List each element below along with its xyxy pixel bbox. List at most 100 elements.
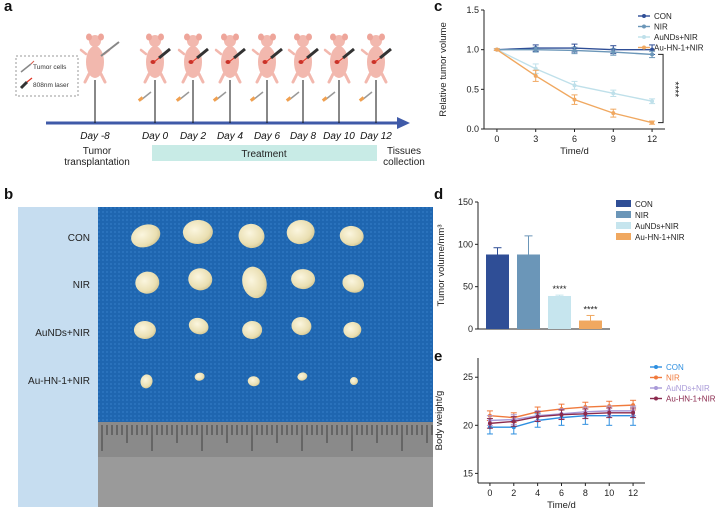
ruler-face [98, 457, 433, 507]
x-tick-label: 8 [583, 488, 588, 498]
mouse-ear [196, 33, 202, 41]
laser-beam [265, 57, 272, 63]
treatment-timeline-schematic: Tumor cells 808nm laser Day -8 Day 0 Day 2… [15, 33, 425, 168]
mouse-leg [83, 72, 91, 84]
legend-808nm-laser: 808nm laser [33, 82, 70, 89]
mouse-ear [184, 33, 190, 41]
mouse-arm [177, 48, 186, 56]
mouse-icon [249, 33, 283, 102]
data-point [572, 83, 577, 88]
tumor-specimen [291, 316, 312, 336]
data-point [650, 47, 655, 52]
y-tick-label: 150 [458, 197, 473, 207]
legend-marker [642, 24, 646, 29]
series-au-hn-1-nir [493, 47, 656, 125]
mouse-ear [86, 33, 92, 41]
legend-label: Au-HN-1+NIR [635, 233, 685, 242]
tumor-specimen [182, 219, 213, 245]
mouse-leg [197, 72, 205, 84]
legend-marker [642, 14, 646, 18]
legend-marker [654, 396, 658, 401]
mouse-ear [330, 33, 336, 41]
laser-icon [233, 47, 246, 60]
mouse-head [224, 35, 236, 47]
x-tick-label: 4 [535, 488, 540, 498]
data-point [572, 97, 577, 102]
data-point [611, 50, 616, 55]
mouse-head [297, 35, 309, 47]
mouse-leg [255, 72, 263, 84]
bar [548, 295, 571, 329]
tumor-specimen [133, 320, 156, 340]
legend-label: NIR [635, 211, 649, 220]
tumor-specimen [297, 372, 308, 381]
panel-label-b: b [4, 186, 14, 203]
day-label: Day 8 [290, 131, 317, 142]
data-point [533, 66, 538, 71]
mouse-ear [367, 33, 373, 41]
y-tick-label: 20 [463, 420, 473, 430]
y-tick-label: 0.0 [466, 124, 479, 134]
row-label-column [18, 207, 98, 507]
legend-label: AuNDs+NIR [635, 222, 679, 231]
x-tick-label: 9 [611, 134, 616, 144]
x-axis-title: Time/d [560, 146, 589, 157]
laser-legend-icon [19, 77, 33, 90]
data-point [535, 414, 540, 419]
mouse-arm [79, 48, 88, 56]
syringe-plunger [358, 96, 365, 102]
mouse-icon [358, 33, 392, 102]
legend-swatch [616, 200, 631, 207]
data-point [631, 410, 636, 415]
syringe-plunger [249, 96, 256, 102]
syringe-icon [100, 41, 120, 57]
tissues-collection-label: Tissues collection [383, 146, 425, 168]
bar [579, 320, 602, 329]
tumor-specimen [135, 271, 160, 294]
timeline-arrowhead [397, 117, 410, 129]
mouse-head [187, 35, 199, 47]
mouse-body [86, 46, 104, 78]
mouse-leg [159, 72, 167, 84]
y-axis-title: Body weight/g [434, 391, 445, 451]
mouse-head [89, 35, 101, 47]
tumor-spot [334, 60, 340, 64]
mouse-leg [327, 72, 335, 84]
syringe-plunger [212, 96, 219, 102]
panel-label-c: c [434, 0, 443, 15]
x-tick-label: 2 [511, 488, 516, 498]
y-tick-label: 0.5 [466, 84, 479, 94]
laser-icon [342, 47, 355, 60]
legend-tumor-cells: Tumor cells [33, 64, 67, 71]
mouse-leg [307, 72, 315, 84]
laser-icon [196, 47, 209, 60]
legend-label: AuNDs+NIR [666, 384, 710, 393]
mouse-ear [258, 33, 264, 41]
y-tick-label: 100 [458, 239, 473, 249]
ruler-ticks [101, 425, 433, 451]
mouse-leg [143, 72, 151, 84]
tumor-photograph: CON NIR AuNDs+NIR Au-HN-1+NIR [18, 207, 433, 507]
laser-beam [228, 57, 235, 63]
mouse-head [333, 35, 345, 47]
legend-swatch [616, 233, 631, 240]
mouse-leg [364, 72, 372, 84]
legend-marker [654, 386, 658, 390]
tumor-spot [150, 60, 156, 64]
tumor-spot [188, 60, 194, 64]
tumor-specimen [140, 374, 153, 389]
tumor-specimen [286, 219, 315, 245]
syringe-plunger [321, 96, 328, 102]
laser-icon [306, 47, 319, 60]
x-axis-title: Time/d [547, 500, 576, 511]
data-point [650, 52, 655, 57]
laser-beam [153, 57, 160, 63]
syringe-plunger [175, 96, 182, 102]
mouse-leg [271, 72, 279, 84]
data-point [611, 91, 616, 96]
y-axis-title: Relative tumor volume [438, 22, 449, 117]
series-au-hn-1-nir [486, 407, 637, 429]
panel-label-a: a [4, 0, 13, 15]
mouse-ear [294, 33, 300, 41]
mouse-ear [270, 33, 276, 41]
